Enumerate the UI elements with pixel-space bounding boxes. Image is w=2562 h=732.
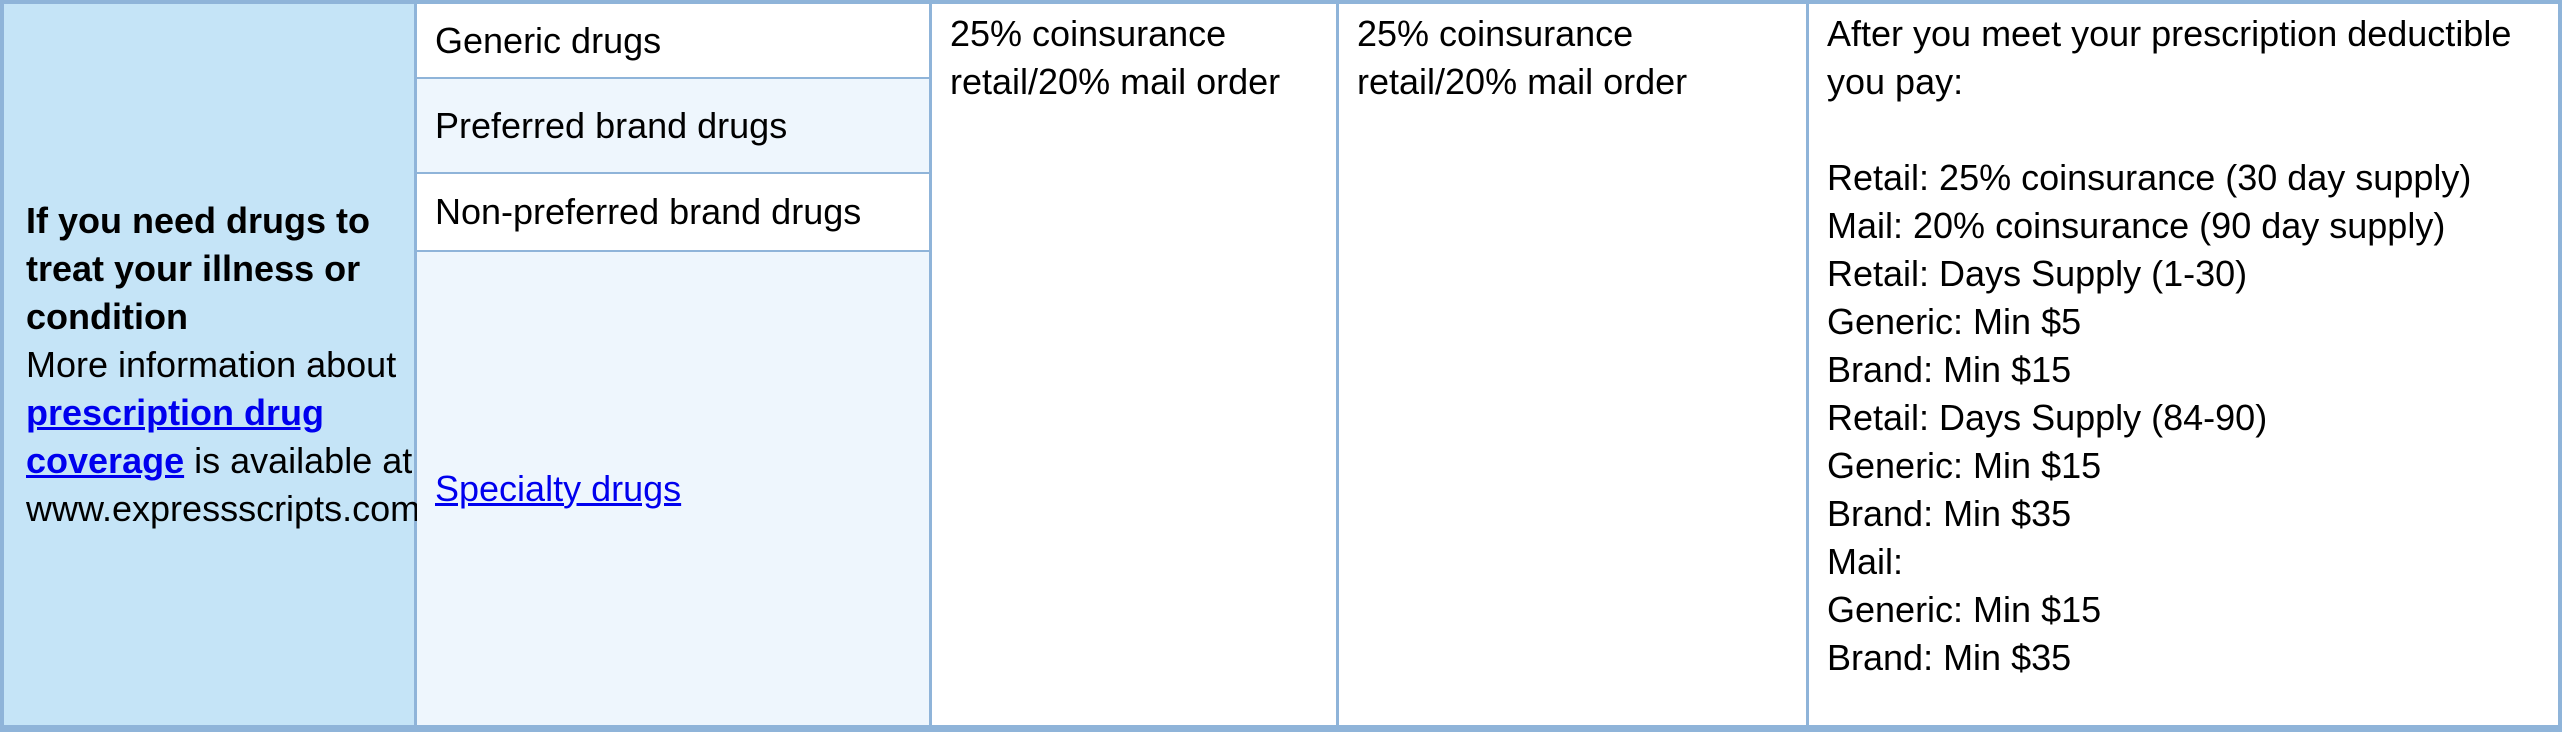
row-header-content: If you need drugs to treat your illness … bbox=[26, 197, 420, 533]
drug-types-column: Generic drugs Preferred brand drugs Non-… bbox=[417, 4, 932, 725]
limitation-line: Mail: 20% coinsurance (90 day supply) bbox=[1827, 205, 2446, 246]
drug-type-label: Non-preferred brand drugs bbox=[435, 191, 862, 232]
limitations-intro: After you meet your prescription deducti… bbox=[1827, 13, 2512, 102]
limitation-line: Generic: Min $5 bbox=[1827, 301, 2082, 342]
drug-type-generic: Generic drugs bbox=[417, 4, 929, 79]
limitation-line: Retail: Days Supply (84-90) bbox=[1827, 397, 2268, 438]
network-cost-cell: 25% coinsurance retail/20% mail order bbox=[932, 4, 1339, 725]
limitation-line: Retail: Days Supply (1-30) bbox=[1827, 253, 2248, 294]
row-heading: If you need drugs to treat your illness … bbox=[26, 199, 371, 337]
drug-type-non-preferred-brand: Non-preferred brand drugs bbox=[417, 174, 929, 252]
limitation-line: Brand: Min $35 bbox=[1827, 637, 2072, 678]
row-header-note: More information about prescription drug… bbox=[26, 341, 420, 533]
drug-type-label: Preferred brand drugs bbox=[435, 104, 788, 146]
limitation-line: Brand: Min $15 bbox=[1827, 349, 2072, 390]
limitation-line: Mail: bbox=[1827, 541, 1904, 582]
drug-type-specialty: Specialty drugs bbox=[417, 252, 929, 725]
note-text-after-link: is available at www.expressscripts.com bbox=[26, 439, 421, 529]
limitations-spacer bbox=[1827, 106, 2540, 154]
limitation-line: Generic: Min $15 bbox=[1827, 589, 2102, 630]
limitations-cell: After you meet your prescription deducti… bbox=[1809, 4, 2558, 725]
limitation-line: Generic: Min $15 bbox=[1827, 445, 2102, 486]
prescription-drug-coverage-link[interactable]: prescription drug coverage bbox=[26, 391, 325, 481]
row-header-cell: If you need drugs to treat your illness … bbox=[4, 4, 420, 725]
limitation-line: Brand: Min $35 bbox=[1827, 493, 2072, 534]
out-of-network-cost-text: 25% coinsurance retail/20% mail order bbox=[1357, 13, 1688, 102]
out-of-network-cost-cell: 25% coinsurance retail/20% mail order bbox=[1339, 4, 1809, 725]
drug-type-preferred-brand: Preferred brand drugs bbox=[417, 79, 929, 174]
note-text-before-link: More information about bbox=[26, 343, 397, 385]
limitation-line: Retail: 25% coinsurance (30 day supply) bbox=[1827, 157, 2472, 198]
drug-type-label: Generic drugs bbox=[435, 19, 662, 61]
network-cost-text: 25% coinsurance retail/20% mail order bbox=[950, 13, 1281, 102]
specialty-drugs-link[interactable]: Specialty drugs bbox=[435, 467, 682, 509]
